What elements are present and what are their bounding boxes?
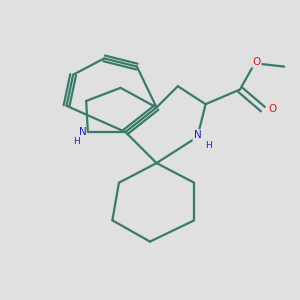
Text: N: N xyxy=(194,130,201,140)
Text: O: O xyxy=(252,57,260,67)
Text: O: O xyxy=(268,104,276,114)
Text: N: N xyxy=(79,127,87,137)
Text: H: H xyxy=(73,137,80,146)
Text: H: H xyxy=(206,141,212,150)
